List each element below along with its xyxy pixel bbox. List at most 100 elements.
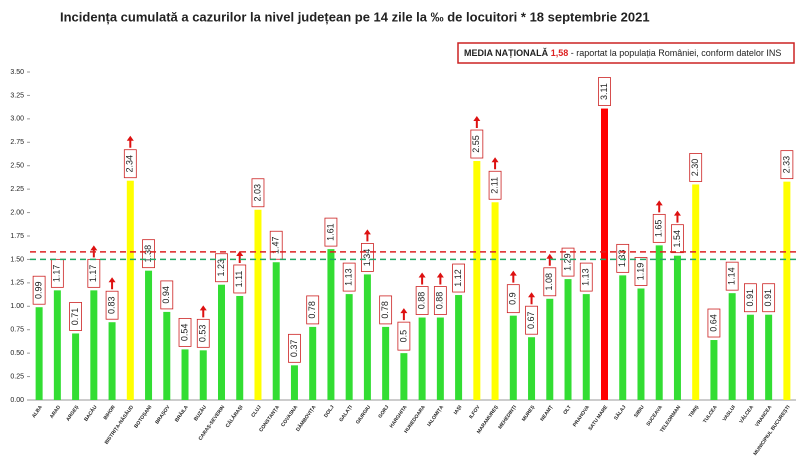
bar [53, 290, 61, 400]
bar [509, 315, 517, 400]
value-label: 0.67 [526, 311, 536, 329]
value-label: 1.61 [325, 223, 335, 241]
bar [35, 307, 43, 400]
value-label-box [160, 280, 174, 310]
note-value: 1,58 [551, 48, 569, 58]
value-label: 1.17 [52, 265, 62, 283]
bar [710, 340, 718, 400]
bar [619, 275, 627, 400]
value-label-box [379, 295, 393, 325]
value-label-box [233, 264, 247, 294]
note-text: - raportat la populația României, confor… [571, 48, 782, 58]
value-label-box [561, 247, 575, 277]
value-label-box [470, 129, 484, 159]
value-label: 1.13 [344, 268, 354, 286]
value-label: 1.13 [581, 268, 591, 286]
value-label: 2.03 [252, 184, 262, 202]
y-tick-label: 0.50 [10, 350, 24, 357]
bar [199, 350, 207, 400]
trend-arrow [509, 270, 517, 283]
value-label: 2.11 [489, 177, 499, 194]
bar [765, 314, 773, 400]
value-label-box [525, 305, 538, 335]
bar [783, 181, 791, 400]
bar [90, 290, 98, 400]
trend-arrow [126, 135, 134, 148]
bar [272, 262, 280, 400]
x-tick-label: OLT [562, 404, 572, 415]
x-tick-label: MUREȘ [521, 404, 537, 423]
value-label: 2.30 [690, 159, 700, 177]
x-tick-label: NEAMȚ [539, 404, 554, 422]
x-tick-label: ARAD [49, 404, 62, 420]
bar [546, 298, 554, 400]
y-tick-label: 0.00 [10, 397, 24, 404]
value-label-box [433, 286, 447, 315]
value-label: 1.12 [453, 269, 463, 287]
value-label-box [762, 283, 776, 313]
note: MEDIA NAȚIONALĂ 1,58 - raportat la popul… [464, 48, 781, 58]
value-label: 1.11 [234, 271, 244, 288]
trend-arrow [436, 272, 444, 285]
value-label-box [196, 318, 210, 348]
value-label-box [105, 290, 119, 320]
value-label: 1.17 [88, 265, 98, 283]
bar [145, 270, 153, 400]
bar [400, 353, 408, 400]
value-label-box [452, 263, 465, 293]
value-label: 2.34 [125, 155, 135, 173]
note-label: MEDIA NAȚIONALĂ [464, 48, 549, 58]
y-tick-label: 2.00 [10, 209, 24, 216]
trend-arrow [418, 272, 426, 285]
value-label: 1.47 [271, 236, 281, 254]
bar [673, 255, 681, 400]
trend-arrow [400, 308, 408, 321]
value-label-box [744, 283, 757, 313]
value-label-box [397, 321, 411, 351]
bar [290, 365, 298, 400]
y-tick-label: 2.75 [10, 139, 24, 146]
x-tick-label: PRAHOVA [572, 404, 591, 428]
value-label-box [707, 308, 721, 338]
value-label-box [342, 262, 356, 292]
value-label-box [598, 77, 611, 106]
y-tick-label: 1.25 [10, 280, 24, 287]
x-tick-label: DOLJ [323, 404, 336, 419]
bar [236, 295, 244, 400]
value-label: 1.54 [672, 230, 682, 248]
x-tick-label: TULCEA [702, 404, 719, 424]
value-label-box [634, 257, 648, 286]
value-label-box [324, 217, 338, 247]
bar [254, 209, 262, 400]
x-tick-label: SUCEAVA [645, 404, 664, 427]
value-label-box [215, 253, 228, 283]
value-label: 3.11 [599, 83, 609, 100]
x-tick-label: BOTOȘANI [133, 404, 153, 429]
value-label-box [506, 284, 520, 314]
x-tick-label: COVASNA [280, 404, 299, 428]
bar [582, 294, 590, 400]
bar [601, 108, 608, 400]
value-label-box [32, 275, 46, 305]
value-label: 0.94 [161, 286, 171, 304]
bar [692, 184, 700, 400]
bar [309, 326, 317, 400]
x-tick-label: MUNICIPIUL BUCUREȘTI [752, 404, 791, 457]
x-tick-label: CĂLĂRAȘI [224, 403, 245, 429]
value-label: 1.29 [562, 253, 572, 271]
value-label-box [689, 153, 703, 182]
value-label: 2.55 [471, 135, 481, 153]
value-label: 1.08 [544, 273, 554, 291]
trend-arrow [491, 157, 499, 170]
bar [218, 284, 225, 400]
value-label: 0.54 [179, 324, 189, 342]
x-tick-label: BACĂU [82, 404, 98, 423]
bar [473, 161, 481, 400]
bar [126, 180, 134, 400]
trend-arrow [473, 116, 481, 129]
value-label-box [671, 224, 684, 254]
y-tick-label: 3.25 [10, 92, 24, 99]
y-tick-label: 0.75 [10, 327, 24, 334]
x-tick-label: IALOMIȚA [426, 404, 445, 428]
